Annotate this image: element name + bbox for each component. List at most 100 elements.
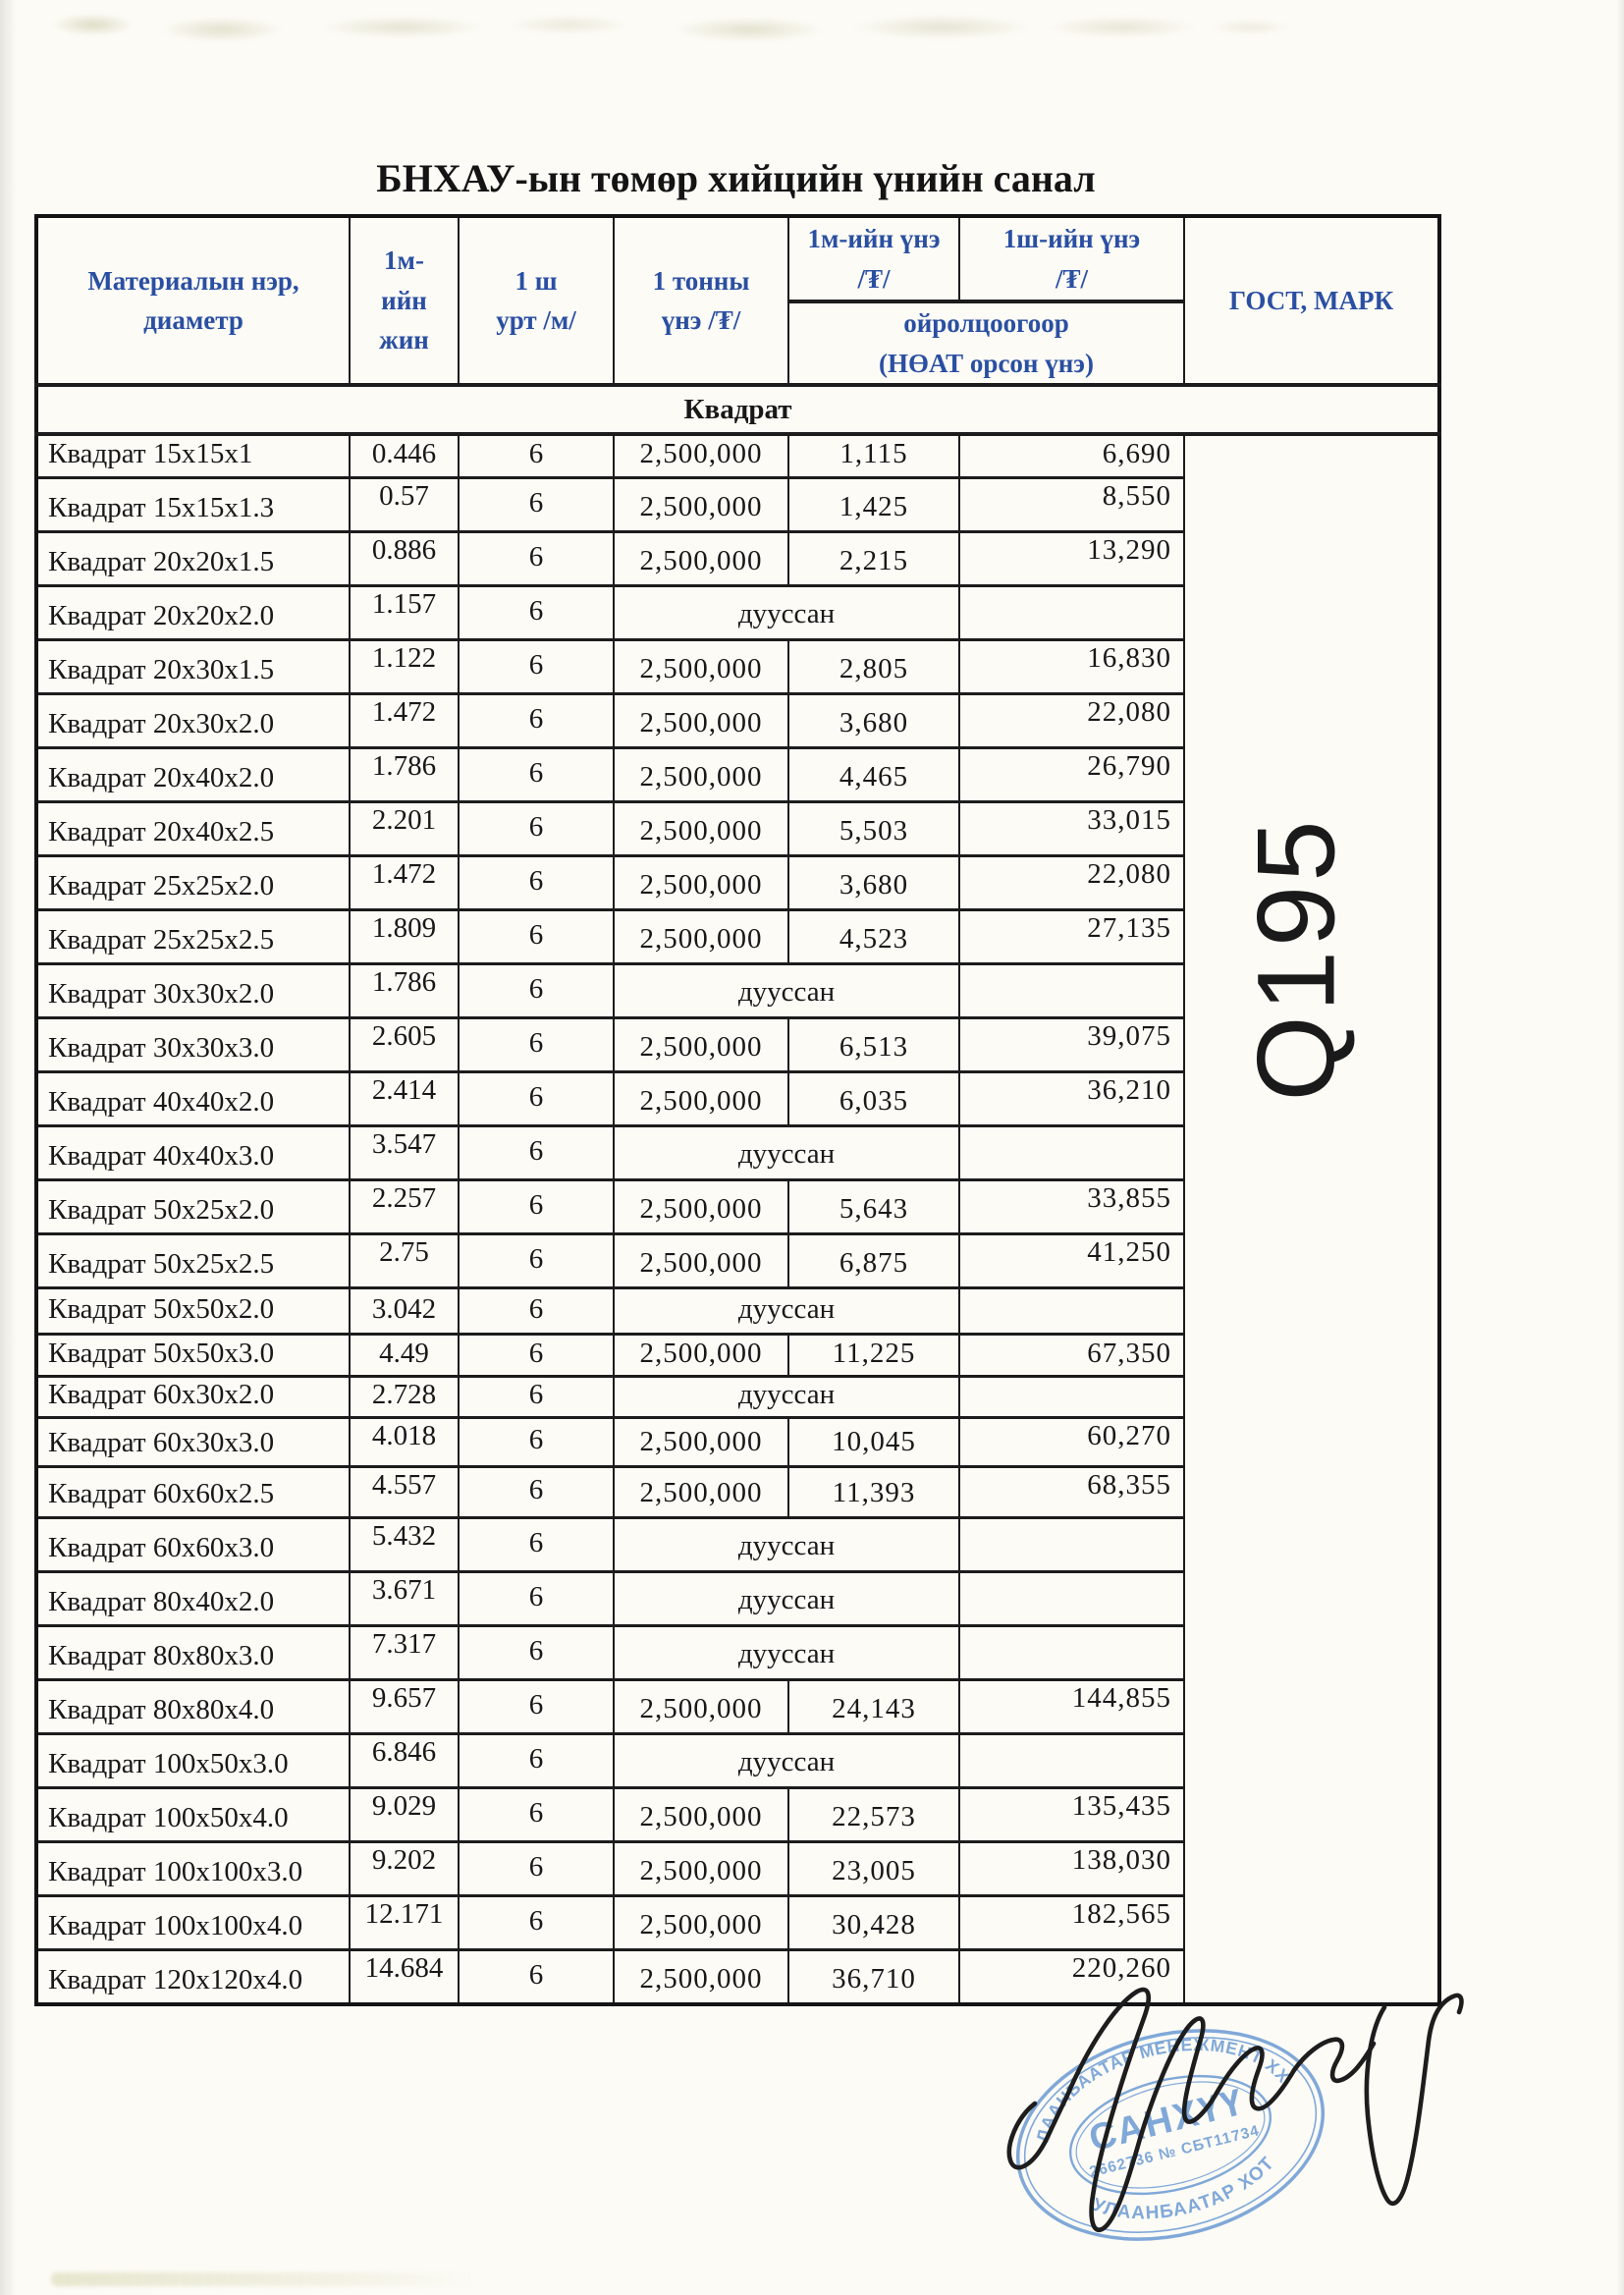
material-name-cell: Квадрат 25x25x2.0 <box>35 853 351 911</box>
material-name-cell: Квадрат 50x25x2.5 <box>35 1231 351 1289</box>
table-row: Квадрат 60x30x3.0 4.018 6 2,500,000 10,045 60… <box>35 1415 1439 1468</box>
header-weight-per-m: 1м- ийн жин <box>349 214 460 387</box>
weight-cell: 1.122 <box>349 637 460 695</box>
table-row: Квадрат 20x40x2.0 1.786 6 2,500,000 4,465 26,… <box>35 745 1439 803</box>
gost-mark-value: Q195 <box>1234 816 1358 1101</box>
table-header: Материалын нэр, диаметр 1м- ийн жин 1 ш … <box>35 214 1440 387</box>
soldout-cell: дууссан <box>613 583 960 641</box>
soldout-cell: дууссан <box>613 1569 960 1627</box>
scan-bleedthrough-artifact-bottom <box>51 2272 473 2286</box>
price-per-meter-cell: 23,005 <box>787 1839 960 1897</box>
header-price-per-m: 1м-ийн үнэ /₮/ <box>787 214 960 303</box>
table-row: Квадрат 50x50x2.0 3.042 6 дууссан <box>35 1285 1439 1336</box>
table-row: Квадрат 60x60x2.5 4.557 6 2,500,000 11,393 68… <box>35 1464 1439 1519</box>
price-per-piece-cell <box>958 1374 1185 1419</box>
material-name-cell: Квадрат 100x100x3.0 <box>35 1839 351 1897</box>
price-per-piece-cell: 33,855 <box>958 1177 1185 1235</box>
material-name-cell: Квадрат 120x120x4.0 <box>35 1947 351 2006</box>
section-title: Квадрат <box>35 383 1440 436</box>
signature-stroke-left-hook <box>1006 2095 1069 2170</box>
price-per-ton-cell: 2,500,000 <box>613 1231 789 1289</box>
price-per-piece-cell <box>958 1285 1185 1336</box>
price-per-ton-cell: 2,500,000 <box>613 432 789 479</box>
weight-cell: 12.171 <box>349 1893 460 1951</box>
table-row: Квадрат 80x80x3.0 7.317 6 дууссан <box>35 1623 1439 1681</box>
price-per-piece-cell: 26,790 <box>958 745 1185 803</box>
table-body: Квадрат Квадрат 15x15x1 0.446 6 2,500,000 1,… <box>35 383 1440 2006</box>
length-cell: 6 <box>458 1677 615 1735</box>
soldout-cell: дууссан <box>613 1123 960 1181</box>
length-cell: 6 <box>458 1464 615 1519</box>
table-row: Квадрат 50x25x2.5 2.75 6 2,500,000 6,875 41,2… <box>35 1231 1439 1289</box>
soldout-cell: дууссан <box>613 1515 960 1573</box>
table-row: Квадрат 25x25x2.5 1.809 6 2,500,000 4,523 27,… <box>35 907 1439 965</box>
price-per-piece-cell <box>958 583 1185 641</box>
header-approx-note: ойролцоогоор (НӨАТ орсон үнэ) <box>787 300 1185 387</box>
weight-cell: 2.605 <box>349 1015 460 1073</box>
price-per-ton-cell: 2,500,000 <box>613 1947 789 2006</box>
table-row: Квадрат 100x50x4.0 9.029 6 2,500,000 22,573 1… <box>35 1785 1439 1843</box>
length-cell: 6 <box>458 1374 615 1419</box>
weight-cell: 3.042 <box>349 1285 460 1336</box>
weight-cell: 4.49 <box>349 1332 460 1378</box>
weight-cell: 2.201 <box>349 799 460 857</box>
weight-cell: 1.786 <box>349 745 460 803</box>
weight-cell: 1.786 <box>349 961 460 1019</box>
price-per-ton-cell: 2,500,000 <box>613 853 789 911</box>
weight-cell: 2.75 <box>349 1231 460 1289</box>
length-cell: 6 <box>458 1231 615 1289</box>
table-row: Квадрат 30x30x3.0 2.605 6 2,500,000 6,513 39,… <box>35 1015 1439 1073</box>
price-per-piece-cell: 39,075 <box>958 1015 1185 1073</box>
length-cell: 6 <box>458 583 615 641</box>
length-cell: 6 <box>458 1515 615 1573</box>
soldout-cell: дууссан <box>613 1374 960 1419</box>
weight-cell: 0.886 <box>349 529 460 587</box>
price-per-piece-cell: 8,550 <box>958 475 1185 533</box>
price-per-piece-cell <box>958 1515 1185 1573</box>
weight-cell: 14.684 <box>349 1947 460 2006</box>
material-name-cell: Квадрат 30x30x2.0 <box>35 961 351 1019</box>
price-per-meter-cell: 2,805 <box>787 637 960 695</box>
table-row: Квадрат 60x30x2.0 2.728 6 дууссан <box>35 1374 1439 1419</box>
weight-cell: 3.671 <box>349 1569 460 1627</box>
stamp-outer-ring <box>1015 2029 1326 2241</box>
weight-cell: 1.157 <box>349 583 460 641</box>
price-per-piece-cell <box>958 1731 1185 1789</box>
material-name-cell: Квадрат 20x40x2.5 <box>35 799 351 857</box>
table-row: Квадрат 40x40x2.0 2.414 6 2,500,000 6,035 36,… <box>35 1069 1439 1127</box>
material-name-cell: Квадрат 60x30x2.0 <box>35 1374 351 1419</box>
stamp-inner-ring <box>1068 2074 1272 2196</box>
material-name-cell: Квадрат 100x100x4.0 <box>35 1893 351 1951</box>
price-per-piece-cell: 27,135 <box>958 907 1185 965</box>
price-per-meter-cell: 30,428 <box>787 1893 960 1951</box>
price-per-meter-cell: 1,115 <box>787 432 960 479</box>
weight-cell: 5.432 <box>349 1515 460 1573</box>
price-per-meter-cell: 6,875 <box>787 1231 960 1289</box>
price-per-meter-cell: 24,143 <box>787 1677 960 1735</box>
price-per-ton-cell: 2,500,000 <box>613 1785 789 1843</box>
table-row: Квадрат 40x40x3.0 3.547 6 дууссан <box>35 1123 1439 1181</box>
weight-cell: 1.809 <box>349 907 460 965</box>
scan-bleedthrough-artifact <box>16 6 1302 53</box>
header-gost-mark: ГОСТ, МАРК <box>1183 214 1440 387</box>
price-per-meter-cell: 22,573 <box>787 1785 960 1843</box>
length-cell: 6 <box>458 853 615 911</box>
length-cell: 6 <box>458 1785 615 1843</box>
price-per-ton-cell: 2,500,000 <box>613 1177 789 1235</box>
price-per-meter-cell: 6,035 <box>787 1069 960 1127</box>
material-name-cell: Квадрат 100x50x4.0 <box>35 1785 351 1843</box>
price-per-ton-cell: 2,500,000 <box>613 1464 789 1519</box>
price-per-meter-cell: 6,513 <box>787 1015 960 1073</box>
material-name-cell: Квадрат 15x15x1.3 <box>35 475 351 533</box>
price-per-meter-cell: 3,680 <box>787 691 960 749</box>
weight-cell: 2.728 <box>349 1374 460 1419</box>
table-row: Квадрат 15x15x1 0.446 6 2,500,000 1,115 6,690… <box>35 432 1440 2006</box>
price-per-ton-cell: 2,500,000 <box>613 1677 789 1735</box>
material-name-cell: Квадрат 15x15x1 <box>35 432 351 479</box>
table-row: Квадрат 30x30x2.0 1.786 6 дууссан <box>35 961 1439 1019</box>
length-cell: 6 <box>458 1839 615 1897</box>
weight-cell: 4.018 <box>349 1415 460 1468</box>
header-material: Материалын нэр, диаметр <box>35 214 351 387</box>
price-per-piece-cell: 67,350 <box>958 1332 1185 1378</box>
length-cell: 6 <box>458 1569 615 1627</box>
